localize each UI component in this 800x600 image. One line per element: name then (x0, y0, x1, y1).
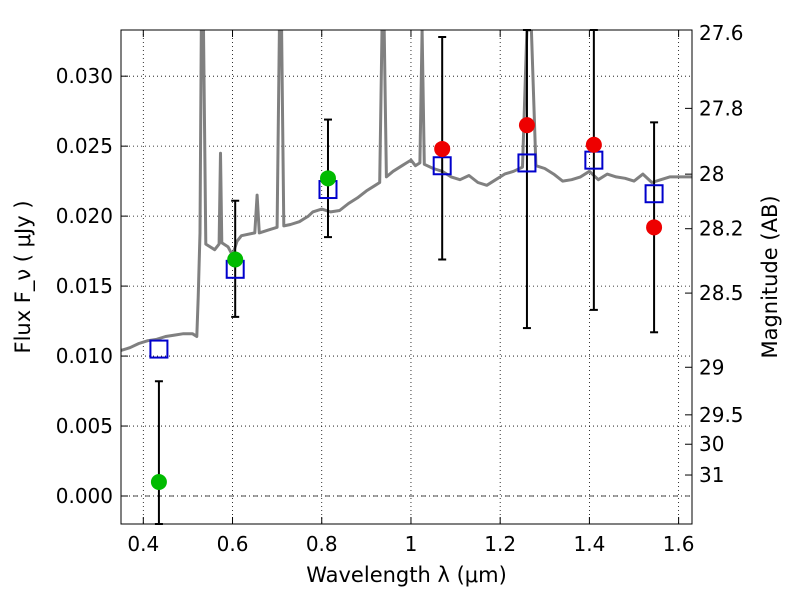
plot-frame (120, 29, 693, 525)
spectrum-line (121, 30, 692, 352)
ir-photometry-point (518, 117, 535, 134)
right-tick-label: 30 (699, 432, 724, 456)
x-tick-label: 1.4 (573, 532, 605, 556)
right-tick-label: 28.5 (699, 281, 744, 305)
x-tick-label: 1.6 (663, 532, 695, 556)
right-tick-label: 27.6 (699, 21, 744, 45)
observed-photometry-series (150, 117, 663, 491)
y-tick-label: 0.015 (56, 274, 113, 298)
right-tick-label: 31 (699, 463, 724, 487)
x-tick-label: 1 (405, 532, 418, 556)
x-tick-label: 1.2 (484, 532, 516, 556)
y-tick-label: 0.025 (56, 134, 113, 158)
y-tick-label: 0.005 (56, 414, 113, 438)
x-tick-label: 0.4 (127, 532, 159, 556)
axis-ticks (121, 29, 692, 524)
model-photometry-square (644, 184, 664, 204)
grid (121, 30, 692, 524)
ir-photometry-point (646, 219, 663, 236)
y-axis-title: Flux F_ν ( μJy ) (11, 200, 36, 353)
x-tick-label: 0.6 (217, 532, 249, 556)
model-photometry-square (149, 339, 169, 359)
y-tick-labels: 0.000 0.005 0.010 0.015 0.020 0.025 0.030 (56, 64, 113, 508)
x-tick-labels: 0.4 0.6 0.8 1 1.2 1.4 1.6 (127, 532, 694, 556)
model-photometry-square (517, 153, 537, 173)
ir-photometry-point (585, 136, 602, 153)
model-photometry-series (149, 150, 664, 359)
right-tick-label: 27.8 (699, 96, 744, 120)
right-tick-label: 28.2 (699, 217, 744, 241)
y-tick-label: 0.010 (56, 344, 113, 368)
model-photometry-square (432, 156, 452, 176)
x-tick-label: 0.8 (306, 532, 338, 556)
hst-photometry-point (150, 474, 167, 491)
x-axis-title: Wavelength λ (μm) (306, 563, 507, 587)
hst-photometry-point (319, 170, 336, 187)
spectrum-series (121, 30, 692, 352)
right-tick-label: 28 (699, 162, 724, 186)
y-tick-label: 0.030 (56, 64, 113, 88)
hst-photometry-point (227, 251, 244, 268)
y-tick-label: 0.020 (56, 204, 113, 228)
right-axis-title: Magnitude (AB) (758, 195, 782, 358)
ir-photometry-point (434, 140, 451, 157)
right-tick-label: 29 (699, 355, 724, 379)
right-tick-labels: 27.6 27.8 28 28.2 28.5 29 29.5 30 31 (699, 21, 744, 487)
right-tick-label: 29.5 (699, 403, 744, 427)
y-tick-label: 0.000 (56, 484, 113, 508)
